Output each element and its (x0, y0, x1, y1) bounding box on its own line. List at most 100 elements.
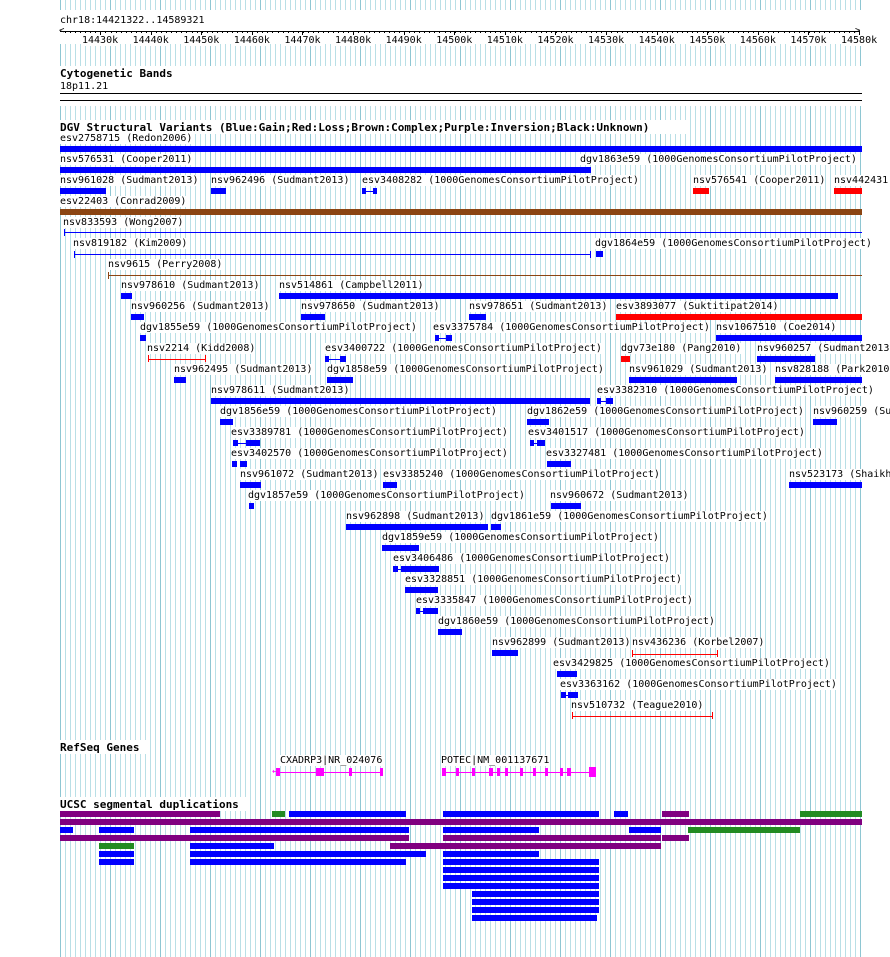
dgv-feature-bar[interactable] (60, 146, 862, 152)
dgv-feature-bar[interactable] (568, 692, 578, 698)
gene-exon[interactable] (489, 768, 493, 776)
gene-label[interactable]: POTEC|NM_001137671 (441, 755, 550, 766)
gene-exon[interactable] (567, 768, 571, 776)
dgv-feature-bar[interactable] (616, 314, 862, 320)
dgv-feature-label[interactable]: esv3401517 (1000GenomesConsortiumPilotPr… (528, 427, 805, 438)
segdup-feature[interactable] (60, 827, 73, 833)
gene-exon[interactable] (497, 768, 500, 776)
dgv-feature-line[interactable] (393, 569, 401, 570)
segdup-feature[interactable] (472, 891, 599, 897)
segdup-feature[interactable] (614, 811, 628, 817)
dgv-feature-line[interactable] (74, 254, 591, 255)
segdup-feature[interactable] (800, 811, 862, 817)
dgv-feature-bar[interactable] (596, 251, 603, 257)
dgv-feature-bar[interactable] (491, 524, 501, 530)
dgv-feature-bar[interactable] (775, 377, 862, 383)
dgv-feature-bar[interactable] (174, 377, 186, 383)
gene-exon[interactable] (472, 768, 475, 776)
dgv-feature-label[interactable]: nsv961029 (Sudmant2013) (629, 364, 768, 375)
dgv-feature-bar[interactable] (240, 461, 247, 467)
dgv-feature-label[interactable]: nsv576541 (Cooper2011) (693, 175, 826, 186)
dgv-feature-label[interactable]: dgv1861e59 (1000GenomesConsortiumPilotPr… (491, 511, 768, 522)
dgv-feature-label[interactable]: nsv962898 (Sudmant2013) (346, 511, 485, 522)
segdup-feature[interactable] (272, 811, 285, 817)
dgv-feature-bar[interactable] (249, 503, 254, 509)
gene-exon[interactable] (560, 768, 563, 776)
segdup-feature[interactable] (688, 827, 800, 833)
dgv-feature-label[interactable]: esv3408282 (1000GenomesConsortiumPilotPr… (362, 175, 639, 186)
segdup-feature[interactable] (443, 811, 599, 817)
dgv-feature-label[interactable]: dgv1855e59 (1000GenomesConsortiumPilotPr… (140, 322, 417, 333)
segdup-feature[interactable] (443, 875, 599, 881)
dgv-feature-bar[interactable] (240, 482, 261, 488)
segdup-feature[interactable] (190, 851, 426, 857)
gene-exon[interactable] (456, 768, 459, 776)
segdup-feature[interactable] (472, 915, 597, 921)
dgv-feature-line[interactable] (148, 359, 205, 360)
segdup-track-title[interactable]: UCSC segmental duplications (60, 798, 239, 811)
dgv-feature-label[interactable]: nsv960256 (Sudmant2013) (131, 301, 270, 312)
dgv-feature-label[interactable]: esv3375784 (1000GenomesConsortiumPilotPr… (433, 322, 710, 333)
dgv-feature-label[interactable]: esv3382310 (1000GenomesConsortiumPilotPr… (597, 385, 874, 396)
dgv-feature-label[interactable]: esv3406486 (1000GenomesConsortiumPilotPr… (393, 553, 670, 564)
segdup-feature[interactable] (190, 843, 274, 849)
dgv-feature-label[interactable]: dgv1856e59 (1000GenomesConsortiumPilotPr… (220, 406, 497, 417)
dgv-feature-label[interactable]: dgv1857e59 (1000GenomesConsortiumPilotPr… (248, 490, 525, 501)
segdup-feature[interactable] (472, 907, 599, 913)
gene-exon[interactable] (442, 768, 446, 776)
dgv-feature-bar[interactable] (492, 650, 518, 656)
dgv-feature-bar[interactable] (246, 440, 260, 446)
dgv-feature-bar[interactable] (547, 461, 571, 467)
dgv-feature-line[interactable] (233, 443, 246, 444)
segdup-feature[interactable] (662, 811, 689, 817)
dgv-feature-label[interactable]: esv22403 (Conrad2009) (60, 196, 187, 207)
segdup-feature[interactable] (390, 843, 661, 849)
dgv-feature-label[interactable]: nsv978650 (Sudmant2013) (301, 301, 440, 312)
dgv-feature-label[interactable]: esv3429825 (1000GenomesConsortiumPilotPr… (553, 658, 830, 669)
dgv-feature-label[interactable]: esv3363162 (1000GenomesConsortiumPilotPr… (560, 679, 837, 690)
dgv-feature-bar[interactable] (346, 524, 488, 530)
dgv-feature-bar[interactable] (325, 356, 329, 362)
dgv-feature-label[interactable]: dgv1858e59 (1000GenomesConsortiumPilotPr… (327, 364, 604, 375)
dgv-feature-bar[interactable] (580, 167, 590, 173)
dgv-feature-bar[interactable] (423, 608, 438, 614)
dgv-feature-bar[interactable] (557, 671, 577, 677)
dgv-feature-bar[interactable] (405, 587, 438, 593)
dgv-feature-label[interactable]: dgv73e180 (Pang2010) (621, 343, 742, 354)
gene-exon[interactable] (545, 768, 548, 776)
dgv-feature-label[interactable]: nsv960672 (Sudmant2013) (550, 490, 689, 501)
dgv-feature-label[interactable]: nsv978610 (Sudmant2013) (121, 280, 260, 291)
segdup-feature[interactable] (472, 899, 599, 905)
dgv-feature-label[interactable]: esv3402570 (1000GenomesConsortiumPilotPr… (231, 448, 508, 459)
dgv-feature-bar[interactable] (220, 419, 233, 425)
dgv-feature-label[interactable]: nsv978651 (Sudmant2013) (469, 301, 608, 312)
dgv-feature-label[interactable]: nsv9615 (Perry2008) (108, 259, 223, 270)
dgv-feature-label[interactable]: nsv576531 (Cooper2011) (60, 154, 193, 165)
cyto-band-line-2[interactable] (60, 100, 862, 101)
segdup-feature[interactable] (190, 859, 406, 865)
dgv-feature-label[interactable]: nsv2214 (Kidd2008) (147, 343, 256, 354)
dgv-feature-bar[interactable] (131, 314, 144, 320)
dgv-feature-bar[interactable] (60, 188, 106, 194)
segdup-feature[interactable] (60, 819, 862, 825)
dgv-feature-label[interactable]: dgv1860e59 (1000GenomesConsortiumPilotPr… (438, 616, 715, 627)
dgv-feature-label[interactable]: esv3335847 (1000GenomesConsortiumPilotPr… (416, 595, 693, 606)
dgv-feature-label[interactable]: nsv436236 (Korbel2007) (632, 637, 765, 648)
dgv-feature-bar[interactable] (60, 209, 862, 215)
dgv-feature-bar[interactable] (60, 167, 591, 173)
gene-exon[interactable] (589, 767, 596, 777)
segdup-feature[interactable] (443, 835, 661, 841)
dgv-feature-label[interactable]: esv3385240 (1000GenomesConsortiumPilotPr… (383, 469, 660, 480)
dgv-feature-label[interactable]: dgv1863e59 (1000GenomesConsortiumPilotPr… (580, 154, 857, 165)
dgv-feature-label[interactable]: nsv1067510 (Coe2014) (716, 322, 837, 333)
segdup-feature[interactable] (99, 851, 134, 857)
dgv-feature-label[interactable]: esv3327481 (1000GenomesConsortiumPilotPr… (546, 448, 823, 459)
dgv-feature-bar[interactable] (789, 482, 862, 488)
dgv-feature-label[interactable]: nsv962496 (Sudmant2013) (211, 175, 350, 186)
dgv-feature-label[interactable]: nsv960259 (Su (813, 406, 890, 417)
gene-exon[interactable] (533, 768, 536, 776)
dgv-feature-bar[interactable] (716, 335, 862, 341)
dgv-feature-bar[interactable] (121, 293, 132, 299)
dgv-feature-bar[interactable] (629, 377, 737, 383)
gene-label[interactable]: CXADRP3|NR_024076 (280, 755, 383, 766)
